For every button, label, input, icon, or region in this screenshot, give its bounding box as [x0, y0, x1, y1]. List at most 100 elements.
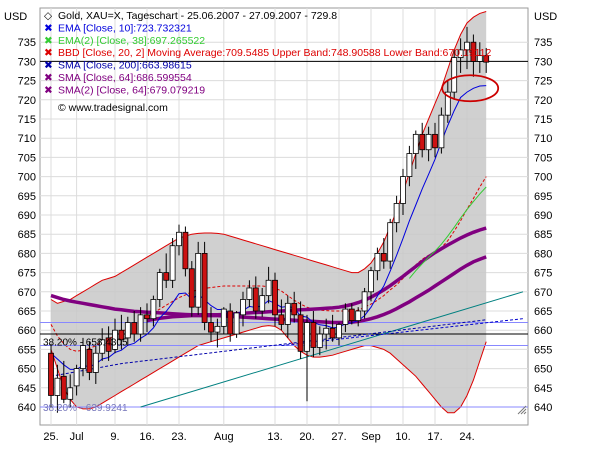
y-tick-label: 680 [18, 248, 36, 260]
candle [195, 241, 202, 315]
y-tick-label: 660 [534, 325, 552, 337]
candle-body [220, 308, 227, 327]
candle-body [259, 295, 266, 312]
candle-body [195, 252, 202, 308]
legend-entry: ✖ SMA [Close, 200]:663.98615 [44, 60, 192, 72]
candle-body [361, 291, 368, 312]
y-tick-label: 700 [18, 172, 36, 184]
candle-body [99, 339, 106, 354]
candle [323, 318, 330, 350]
legend-entry: ✖ EMA(2) [Close, 38]:697.265522 [44, 35, 205, 47]
y-tick-label: 665 [534, 306, 552, 318]
y-tick-label: 650 [534, 364, 552, 376]
y-tick-label: 645 [18, 383, 36, 395]
candle-body [470, 41, 477, 62]
candle-body [380, 252, 387, 262]
candle-body [368, 270, 374, 293]
candle [412, 130, 419, 169]
candle-body [137, 314, 144, 335]
candle [406, 145, 413, 187]
legend-label: SMA(2) [Close, 64]:679.079219 [58, 84, 205, 96]
candle [48, 343, 54, 407]
candle [118, 314, 125, 350]
candle-body [297, 314, 304, 352]
candle-body [272, 279, 278, 316]
candle-body [393, 203, 400, 224]
legend-entry: ◇ Gold, XAU=X, Tageschart - 25.06.2007 - … [44, 10, 337, 22]
y-tick-label: 655 [18, 344, 36, 356]
legend-entry: ✖ BBD [Close, 20, 2] Moving Average:709.5… [44, 47, 492, 59]
y-tick-label: 685 [18, 229, 36, 241]
candle-body [310, 322, 317, 348]
candle-body [233, 312, 240, 335]
candle-body [476, 55, 483, 62]
candle [201, 241, 208, 331]
candle [380, 238, 387, 269]
indicator-icon: ✖ [44, 22, 53, 34]
candle-body [201, 252, 208, 323]
indicator-icon: ✖ [44, 35, 53, 47]
fibonacci-label: 38.20% - 658.4305 [43, 338, 128, 349]
currency-label-right: USD [534, 11, 557, 23]
y-tick-label: 640 [18, 402, 36, 414]
y-tick-label: 695 [18, 191, 36, 203]
candle-body [406, 153, 413, 177]
candle-body [188, 268, 195, 308]
candle [131, 311, 138, 342]
candle [361, 287, 368, 319]
candle-body [304, 322, 310, 352]
candle-body [208, 322, 214, 333]
candle [444, 80, 451, 123]
candle [208, 307, 214, 342]
candle-body [92, 352, 99, 373]
candle-body [124, 322, 131, 339]
legend-label: EMA [Close, 10]:723.732321 [58, 22, 192, 34]
candle-body [355, 310, 362, 322]
candle [252, 276, 259, 319]
watermark: © www.tradesignal.com [58, 102, 168, 114]
resize-grip-icon[interactable] [517, 405, 527, 415]
candle-body [444, 91, 451, 116]
y-tick-label: 660 [18, 325, 36, 337]
candle [457, 38, 464, 73]
x-axis: 25. Jul 9. 16. 23. Aug 13. 20. 27. Sep 10. 17. 24. [43, 431, 474, 443]
candle [310, 311, 317, 358]
candle [278, 299, 285, 331]
y-tick-label: 735 [534, 37, 552, 49]
diamond-icon: ◇ [44, 10, 53, 22]
fibonacci-label: 38.20% - 639.9241 [43, 403, 128, 414]
candle [259, 287, 266, 317]
candle-body [240, 299, 246, 316]
y-tick-label: 670 [534, 287, 552, 299]
y-tick-label: 730 [534, 56, 552, 68]
x-tick-label: 9. [110, 431, 119, 443]
candle [451, 49, 458, 100]
candle [67, 374, 74, 407]
y-tick-label: 690 [18, 210, 36, 222]
indicator-icon: ✖ [44, 60, 53, 72]
x-tick-label: 24. [459, 431, 474, 443]
candle-body [156, 272, 163, 300]
indicator-icon: ✖ [44, 72, 53, 84]
candle-body [412, 133, 419, 154]
y-tick-label: 710 [534, 133, 552, 145]
legend-entry: ✖ SMA [Close, 64]:686.599554 [44, 72, 192, 84]
y-tick-label: 730 [18, 56, 36, 68]
candle-body [374, 252, 381, 272]
legend: ◇ Gold, XAU=X, Tageschart - 25.06.2007 - … [44, 10, 492, 96]
candle-body [451, 57, 458, 93]
y-tick-label: 710 [18, 133, 36, 145]
candle [105, 326, 112, 361]
candle [182, 226, 189, 277]
candle-body [291, 302, 298, 316]
candle [156, 268, 163, 308]
candle [80, 337, 86, 377]
y-tick-label: 655 [534, 344, 552, 356]
legend-entry: ✖ SMA(2) [Close, 64]:679.079219 [44, 84, 205, 96]
candle [336, 322, 342, 346]
y-tick-label: 685 [534, 229, 552, 241]
y-tick-label: 640 [534, 402, 552, 414]
candle-body [214, 325, 221, 333]
candle [220, 307, 227, 335]
candle [60, 360, 67, 404]
